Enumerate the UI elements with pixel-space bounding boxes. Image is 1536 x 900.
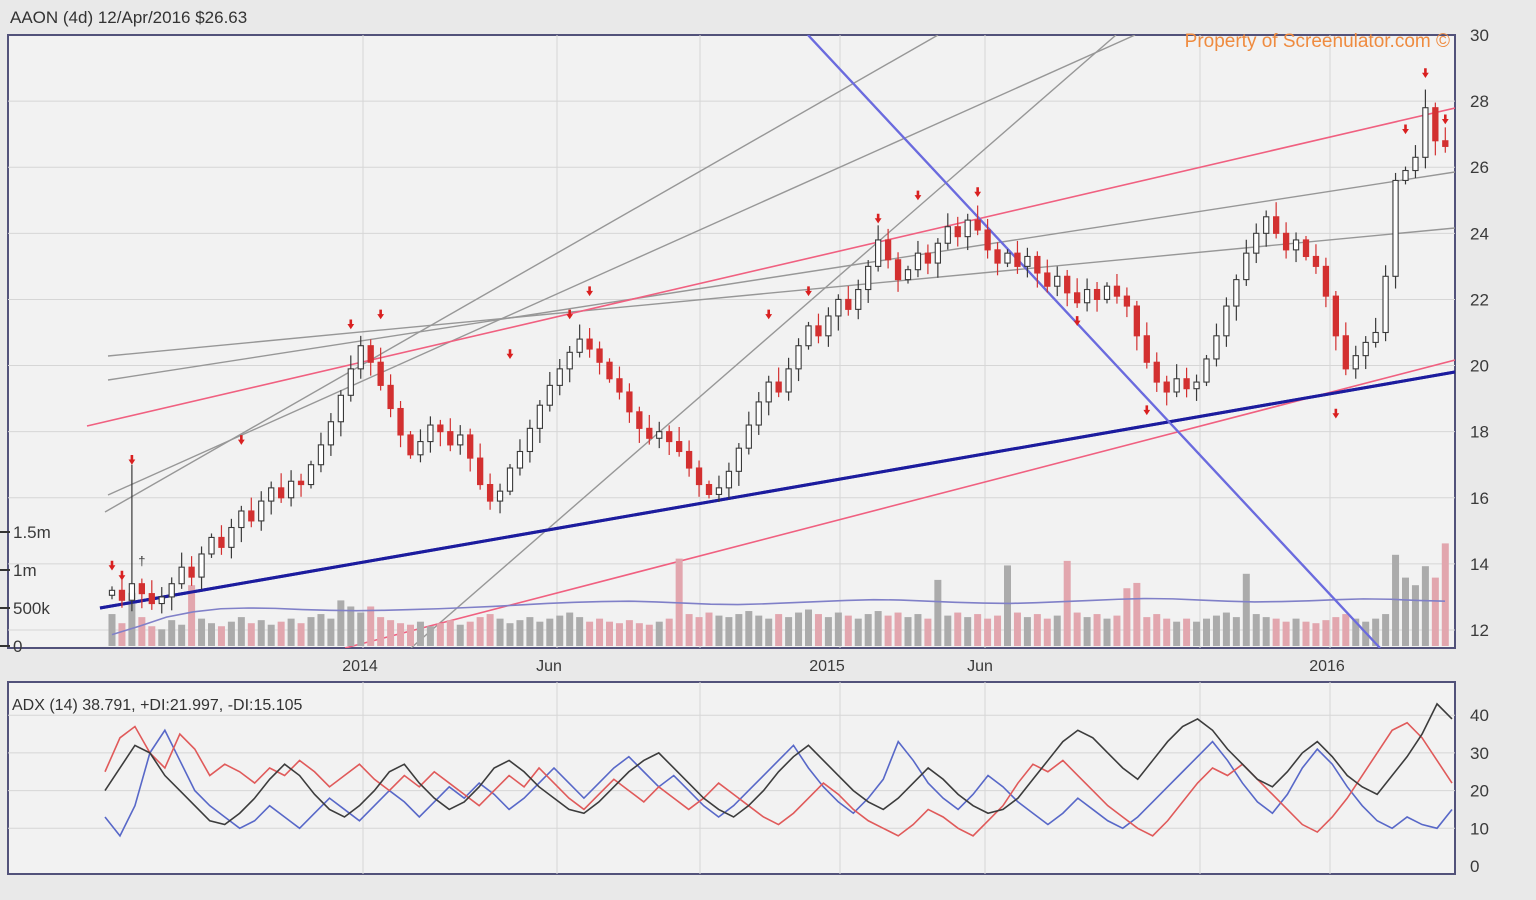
trendline-gray-steep-3	[410, 35, 1117, 648]
price-axis-label: 28	[1470, 92, 1489, 111]
price-axis-label: 26	[1470, 158, 1489, 177]
trendline-pink-channel	[86, 107, 1455, 427]
signal-arrow-icon	[237, 435, 245, 445]
signal-arrow-icon	[1073, 316, 1081, 326]
x-axis-label: 2014	[342, 658, 378, 675]
signal-arrow-icon	[914, 190, 922, 201]
signal-arrow-icon	[566, 309, 574, 320]
plus-di-line	[104, 721, 1453, 837]
adx-axis-label: 40	[1470, 706, 1489, 725]
trendline-pink-support	[344, 359, 1455, 648]
volume-bars	[99, 35, 1455, 648]
adx-axis-label: 0	[1470, 857, 1479, 876]
signal-arrow-icon	[1402, 124, 1409, 135]
signal-arrow-icon	[108, 560, 116, 571]
x-axis-label: Jun	[536, 658, 562, 675]
minus-di-line	[104, 728, 1453, 838]
signal-arrow-icon	[874, 213, 882, 224]
x-axis-label: Jun	[967, 658, 993, 675]
price-axis-label: 20	[1470, 357, 1489, 376]
signal-arrow-icon	[765, 309, 773, 320]
price-axis-label: 12	[1470, 621, 1489, 640]
signal-markers: †	[108, 68, 1449, 581]
adx-axis-label: 20	[1470, 782, 1489, 801]
candlesticks	[108, 89, 1449, 614]
signal-arrow-icon	[1422, 68, 1429, 78]
trendline-gray-channel-lower	[107, 171, 1455, 381]
adx-indicator-label: ADX (14) 38.791, +DI:21.997, -DI:15.105	[12, 697, 303, 714]
signal-arrow-icon	[1332, 408, 1340, 419]
signal-arrow-icon	[1143, 405, 1151, 416]
adx-lines	[104, 702, 1453, 838]
trendline-gray-steep-2	[107, 35, 1136, 496]
price-axis-label: 18	[1470, 423, 1489, 442]
volume-axis-label: 500k	[13, 599, 50, 618]
signal-arrow-icon	[377, 309, 385, 320]
price-axis-label: 24	[1470, 224, 1489, 243]
price-axis-label: 30	[1470, 26, 1489, 45]
volume-axis-label: 1m	[13, 561, 37, 580]
trendline-gray-channel-upper	[107, 227, 1455, 357]
gridlines	[8, 35, 1455, 874]
adx-axis-label: 30	[1470, 744, 1489, 763]
signal-arrow-icon	[805, 286, 812, 297]
trendline-gray-steep-1	[104, 35, 939, 513]
volume-axis-label: 0	[13, 637, 22, 656]
x-axis-label: 2015	[809, 658, 845, 675]
volume-ma-line	[111, 597, 1446, 636]
dagger-marker: †	[138, 554, 145, 569]
adx-axis-label: 10	[1470, 819, 1489, 838]
chart-title: AAON (4d) 12/Apr/2016 $26.63	[10, 8, 248, 27]
x-axis-label: 2016	[1309, 658, 1345, 675]
watermark-text: Property of Screenulator.com ©	[1184, 31, 1450, 52]
signal-arrow-icon	[128, 455, 136, 465]
signal-arrow-icon	[347, 319, 355, 330]
signal-arrow-icon	[506, 349, 514, 359]
signal-arrow-icon	[974, 187, 982, 197]
price-axis-label: 22	[1470, 290, 1489, 309]
price-axis-label: 14	[1470, 555, 1489, 574]
price-axis-label: 16	[1470, 489, 1489, 508]
volume-axis-label: 1.5m	[13, 523, 51, 542]
signal-arrow-icon	[586, 286, 593, 297]
axis-labels: 30 28 26 24 22 20 18 16 14 12 40 30 20 10 0 1.5m 1m 500k 0…	[0, 26, 1489, 876]
signal-arrow-icon	[118, 570, 126, 581]
signal-arrow-icon	[1441, 114, 1449, 125]
chart-panels	[7, 34, 1456, 875]
adx-line	[104, 702, 1453, 826]
